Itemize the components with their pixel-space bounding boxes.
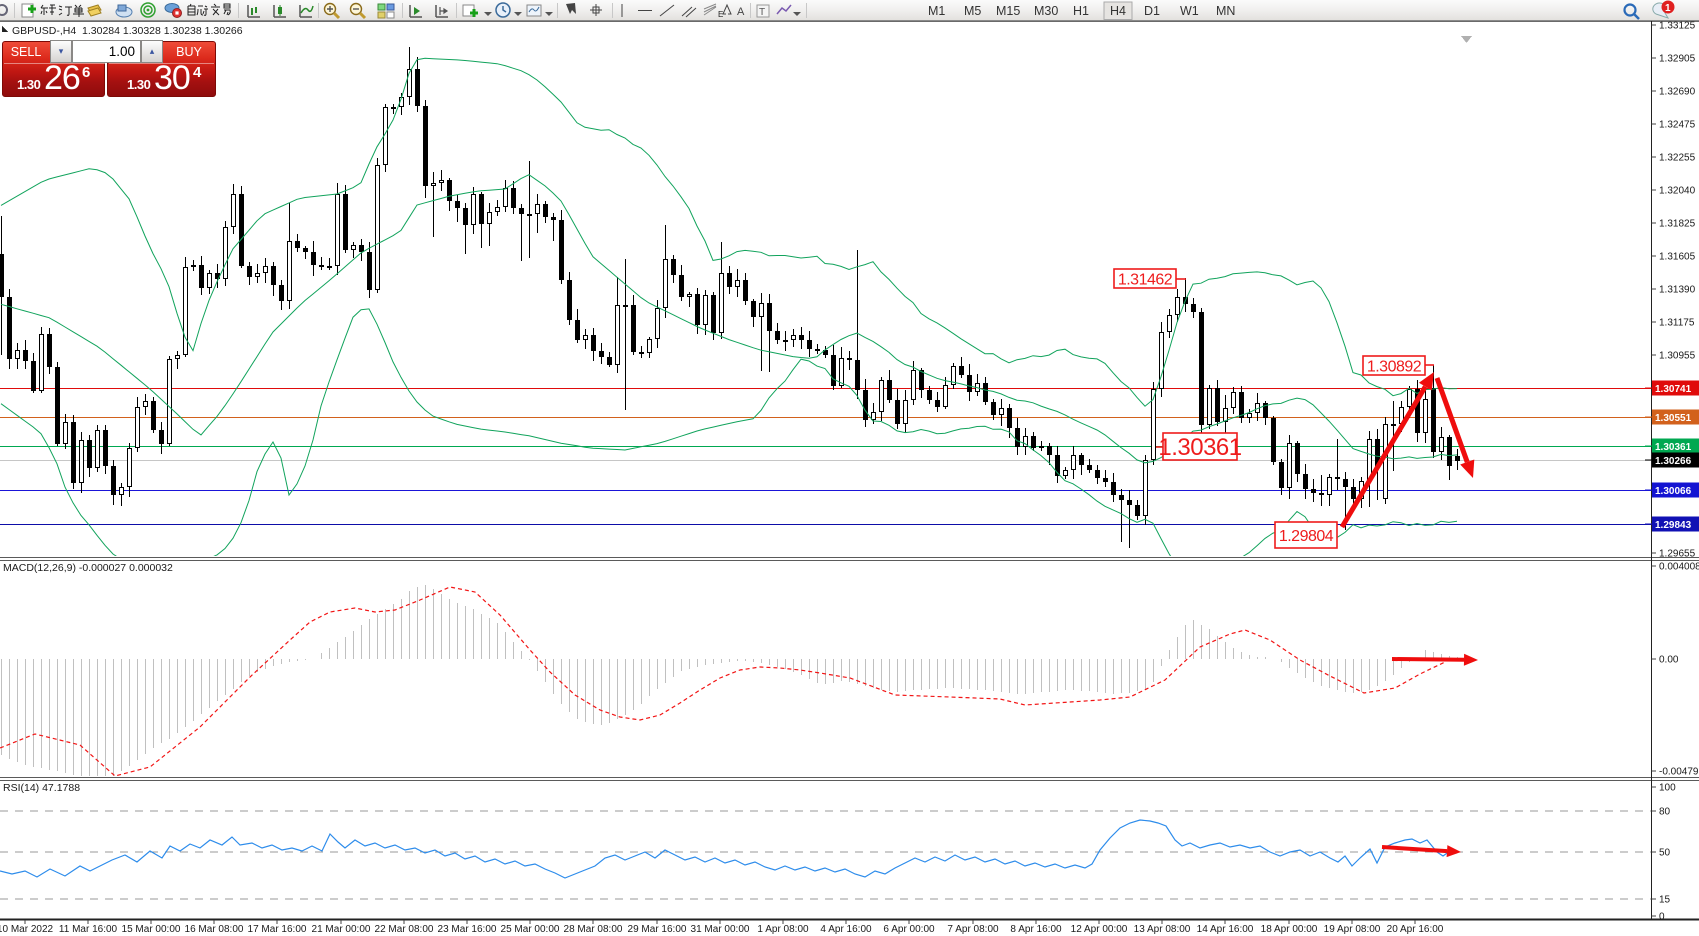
svg-text:50: 50 [1659,848,1671,859]
svg-text:1.31462: 1.31462 [1118,271,1173,288]
svg-text:4 Apr 16:00: 4 Apr 16:00 [820,924,872,935]
svg-text:7 Apr 08:00: 7 Apr 08:00 [947,924,999,935]
svg-text:10 Mar 2022: 10 Mar 2022 [0,924,54,935]
svg-text:100: 100 [1659,783,1676,794]
svg-text:M5: M5 [964,4,981,18]
svg-text:1.31175: 1.31175 [1659,318,1695,329]
svg-text:1.30892: 1.30892 [1367,358,1422,375]
svg-text:0: 0 [1659,912,1665,923]
svg-text:23 Mar 16:00: 23 Mar 16:00 [438,924,497,935]
svg-text:MACD(12,26,9) -0.000027 0.0000: MACD(12,26,9) -0.000027 0.000032 [3,562,173,574]
svg-text:W1: W1 [1180,4,1199,18]
svg-text:21 Mar 00:00: 21 Mar 00:00 [312,924,371,935]
svg-text:8 Apr 16:00: 8 Apr 16:00 [1010,924,1062,935]
svg-text:14 Apr 16:00: 14 Apr 16:00 [1197,924,1254,935]
svg-text:1.30361: 1.30361 [1655,442,1692,453]
svg-text:1 Apr 08:00: 1 Apr 08:00 [757,924,809,935]
svg-text:20 Apr 16:00: 20 Apr 16:00 [1387,924,1444,935]
svg-text:1.30066: 1.30066 [1655,486,1692,497]
svg-text:M15: M15 [996,4,1020,18]
svg-text:25 Mar 00:00: 25 Mar 00:00 [501,924,560,935]
svg-text:H1: H1 [1073,4,1089,18]
svg-text:M30: M30 [1034,4,1058,18]
svg-text:1.32690: 1.32690 [1659,87,1696,98]
svg-text:11 Mar 16:00: 11 Mar 16:00 [59,924,118,935]
svg-text:H4: H4 [1110,4,1126,18]
svg-text:19 Apr 08:00: 19 Apr 08:00 [1324,924,1381,935]
svg-text:17 Mar 16:00: 17 Mar 16:00 [248,924,307,935]
svg-text:A: A [737,6,745,18]
svg-text:M1: M1 [928,4,945,18]
svg-text:16 Mar 08:00: 16 Mar 08:00 [185,924,244,935]
svg-text:1.30551: 1.30551 [1655,413,1692,424]
svg-text:1.29655: 1.29655 [1659,549,1696,560]
svg-text:RSI(14) 47.1788: RSI(14) 47.1788 [3,782,80,794]
svg-text:1.31390: 1.31390 [1659,285,1696,296]
svg-text:1.30741: 1.30741 [1655,384,1692,395]
svg-text:1: 1 [1665,3,1671,14]
svg-text:1.32040: 1.32040 [1659,186,1696,197]
svg-text:D1: D1 [1144,4,1160,18]
svg-text:31 Mar 00:00: 31 Mar 00:00 [691,924,750,935]
svg-text:15: 15 [1659,895,1671,906]
svg-text:0.00: 0.00 [1659,655,1679,666]
svg-text:GBPUSD-,H4 1.30284 1.30328 1.: GBPUSD-,H4 1.30284 1.30328 1.30238 1.302… [12,25,243,37]
svg-text:1.30955: 1.30955 [1659,351,1696,362]
svg-text:13 Apr 08:00: 13 Apr 08:00 [1134,924,1191,935]
svg-text:1.29804: 1.29804 [1279,528,1334,545]
svg-text:E: E [718,10,723,19]
svg-text:1.32475: 1.32475 [1659,120,1696,131]
svg-text:1.31825: 1.31825 [1659,219,1696,230]
svg-text:29 Mar 16:00: 29 Mar 16:00 [628,924,687,935]
svg-text:1.31605: 1.31605 [1659,252,1696,263]
svg-text:1.30266: 1.30266 [1655,456,1692,467]
svg-text:28 Mar 08:00: 28 Mar 08:00 [564,924,623,935]
svg-text:80: 80 [1659,807,1671,818]
svg-text:1.30361: 1.30361 [1158,434,1241,461]
svg-text:1.29843: 1.29843 [1655,520,1692,531]
svg-text:1.32255: 1.32255 [1659,153,1696,164]
svg-text:1.33125: 1.33125 [1659,21,1696,32]
svg-text:15 Mar 00:00: 15 Mar 00:00 [122,924,181,935]
svg-text:-0.00479: -0.00479 [1659,767,1699,778]
svg-text:12 Apr 00:00: 12 Apr 00:00 [1071,924,1128,935]
svg-text:18 Apr 00:00: 18 Apr 00:00 [1261,924,1318,935]
svg-text:0.004008: 0.004008 [1659,562,1699,573]
svg-text:6 Apr 00:00: 6 Apr 00:00 [883,924,935,935]
svg-text:22 Mar 08:00: 22 Mar 08:00 [375,924,434,935]
svg-text:MN: MN [1216,4,1235,18]
svg-text:1.32905: 1.32905 [1659,54,1696,65]
svg-text:T: T [759,7,765,18]
